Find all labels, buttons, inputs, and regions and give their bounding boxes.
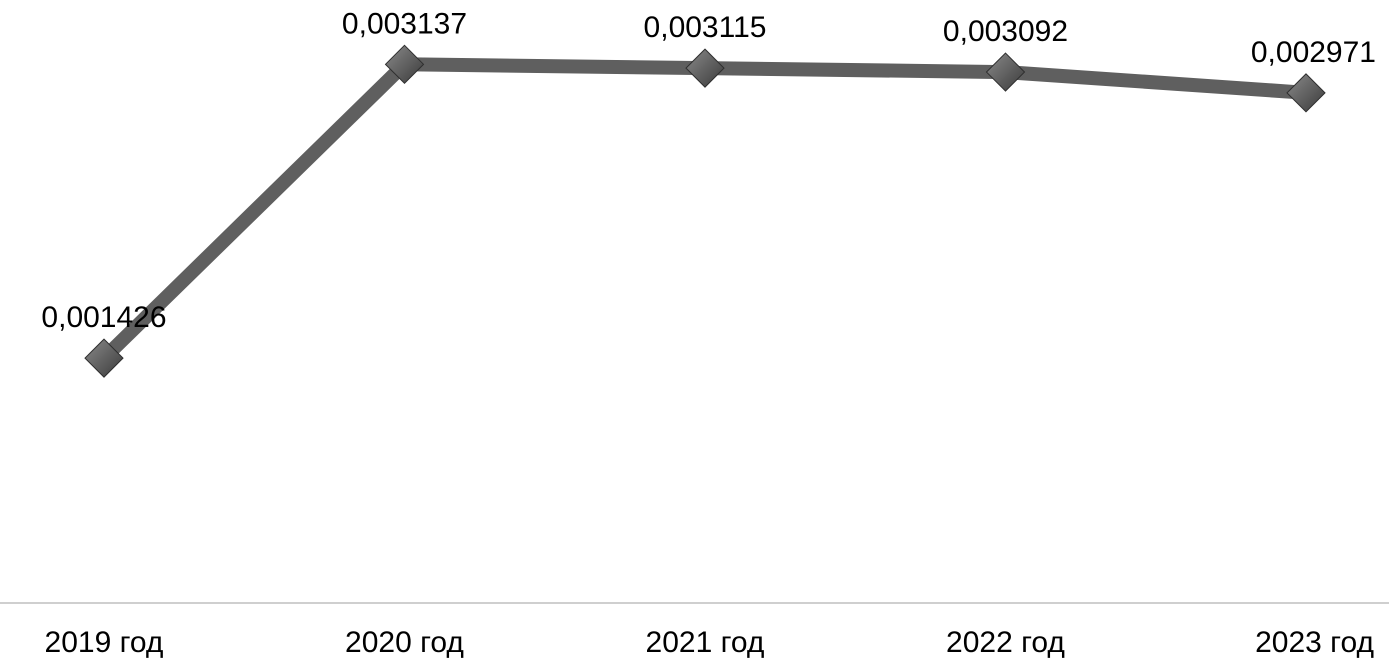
data-point-marker	[84, 338, 124, 378]
x-tick-labels-group: 2019 год 2020 год 2021 год 2022 год 2023 год	[45, 626, 1374, 659]
data-label: 0,002971	[1251, 36, 1376, 69]
data-label: 0,003092	[943, 15, 1068, 48]
x-tick-label: 2020 год	[345, 626, 464, 659]
data-label: 0,003115	[644, 11, 767, 44]
x-tick-label: 2022 год	[946, 626, 1065, 659]
data-point-marker	[685, 48, 725, 88]
data-labels-group: 0,001426 0,003137 0,003115 0,003092 0,002971	[41, 7, 1376, 334]
series-line	[97, 57, 1313, 366]
x-tick-label: 2021 год	[646, 626, 765, 659]
data-label: 0,001426	[41, 301, 166, 334]
data-point-marker	[985, 52, 1026, 92]
data-point-marker	[1286, 73, 1326, 113]
data-point-marker	[384, 44, 425, 85]
x-tick-label: 2019 год	[45, 626, 164, 659]
series-group	[84, 44, 1326, 378]
x-tick-label: 2023 год	[1255, 626, 1374, 659]
data-label: 0,003137	[342, 7, 467, 40]
